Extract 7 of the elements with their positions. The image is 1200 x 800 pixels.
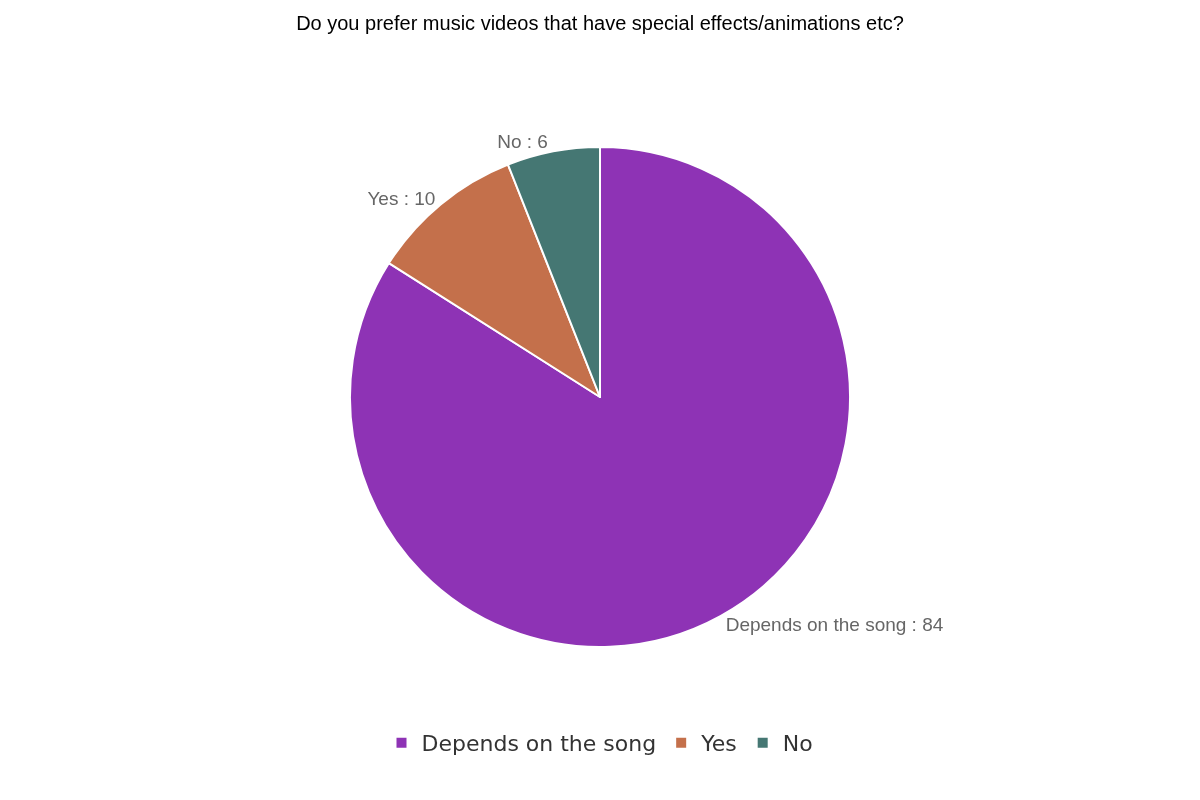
legend-label: Yes xyxy=(700,731,737,757)
legend-label: Depends on the song xyxy=(421,731,657,757)
chart-title: Do you prefer music videos that have special effects/animations etc? xyxy=(296,12,904,34)
data-label: Depends on the song : 84 xyxy=(725,613,944,635)
legend-label: No xyxy=(782,731,813,757)
data-label: Yes : 10 xyxy=(367,187,436,209)
data-label: No : 6 xyxy=(497,130,548,152)
